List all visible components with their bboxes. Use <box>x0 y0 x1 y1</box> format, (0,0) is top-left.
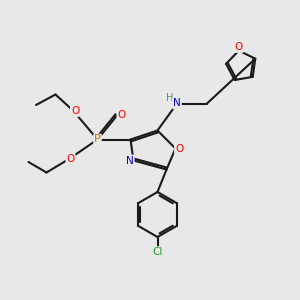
Text: Cl: Cl <box>152 247 163 257</box>
Text: N: N <box>126 155 134 166</box>
Text: H: H <box>166 93 173 103</box>
Text: P: P <box>94 134 101 145</box>
Text: N: N <box>173 98 181 109</box>
Text: O: O <box>117 110 126 121</box>
Text: O: O <box>175 143 183 154</box>
Text: O: O <box>66 154 75 164</box>
Text: O: O <box>235 42 243 52</box>
Text: O: O <box>71 106 79 116</box>
